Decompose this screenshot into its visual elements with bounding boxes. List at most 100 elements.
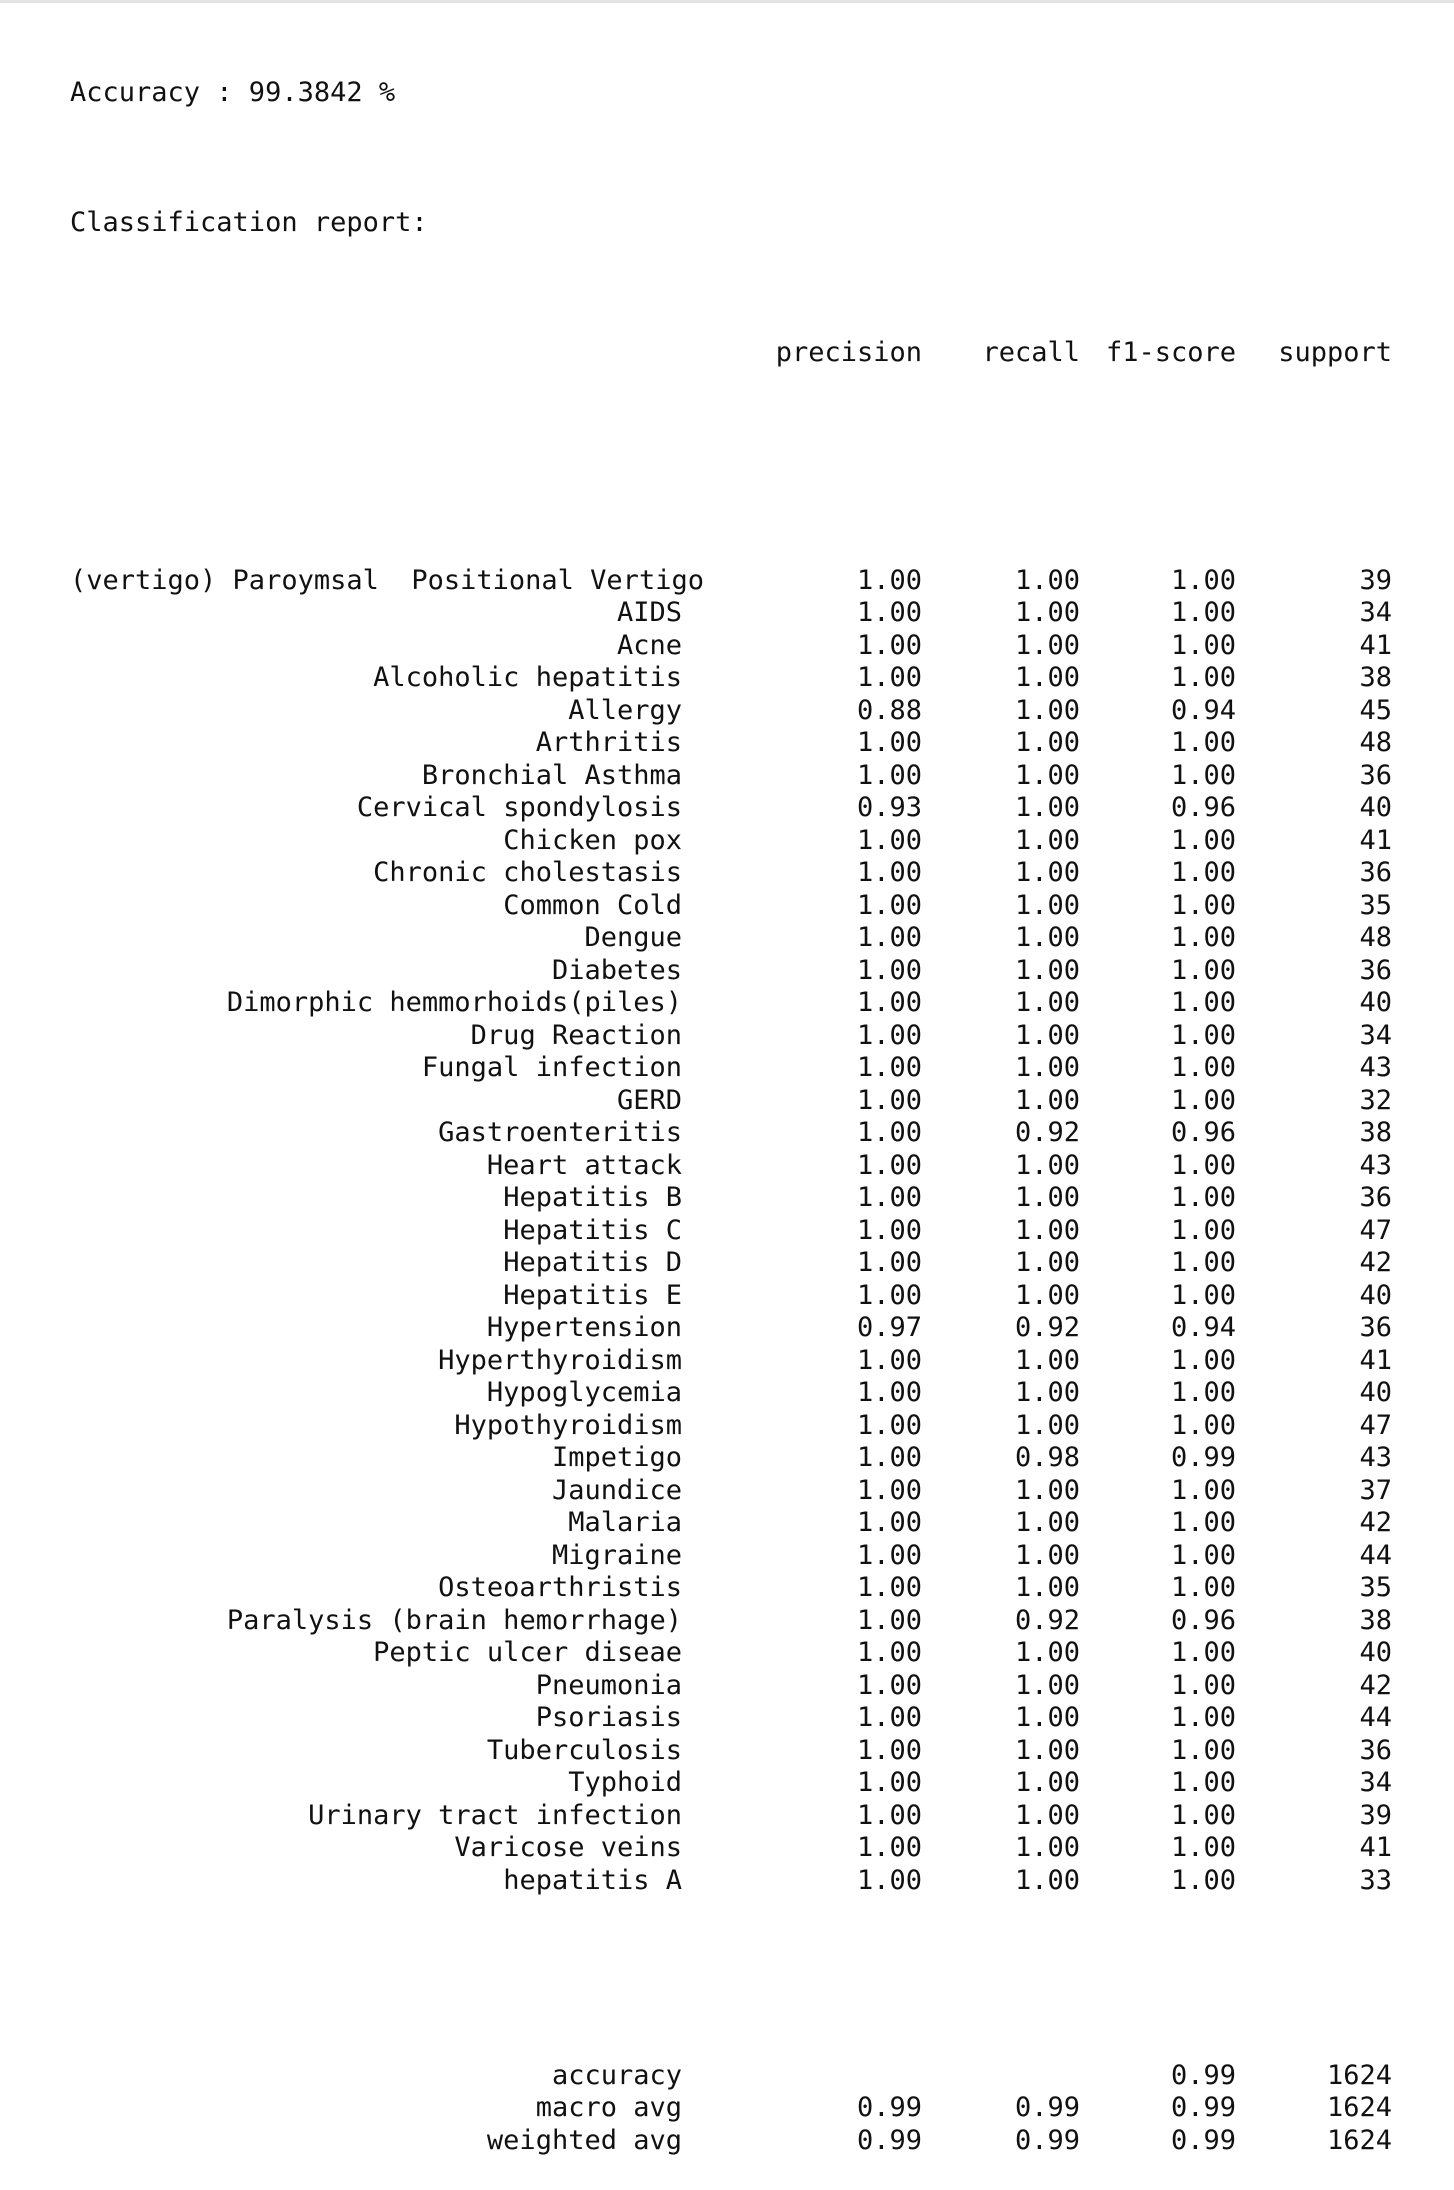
row-recall: 1.00 xyxy=(1014,564,1080,596)
row-support: 44 xyxy=(1359,1539,1392,1571)
row-label: (vertigo) Paroymsal Positional Vertigo xyxy=(70,564,704,596)
output-top-border xyxy=(0,0,1454,3)
row-f1-score: 0.99 xyxy=(1170,2059,1236,2091)
table-row: Hypertension 0.97 0.92 0.94 36 xyxy=(70,1312,1400,1345)
table-row: Allergy 0.88 1.00 0.94 45 xyxy=(70,695,1400,728)
row-label: Hepatitis E xyxy=(503,1279,682,1311)
row-recall: 1.00 xyxy=(1014,1702,1080,1733)
row-label: Impetigo xyxy=(551,1442,682,1473)
row-label: Cervical spondylosis xyxy=(356,792,682,823)
row-f1-score: 1.00 xyxy=(1170,1214,1236,1246)
row-recall: 1.00 xyxy=(1014,1182,1080,1213)
row-label: Diabetes xyxy=(551,954,682,986)
row-recall: 1.00 xyxy=(1014,759,1080,791)
table-row: Hypothyroidism 1.00 1.00 1.00 47 xyxy=(70,1410,1400,1443)
table-row: Dimorphic hemmorhoids(piles) 1.00 1.00 1.00… xyxy=(70,987,1400,1020)
row-f1-score: 1.00 xyxy=(1170,1799,1236,1831)
table-row: Bronchial Asthma 1.00 1.00 1.00 36 xyxy=(70,760,1400,793)
row-recall: 1.00 xyxy=(1014,922,1080,953)
row-label: Chicken pox xyxy=(503,824,682,856)
row-precision: 1.00 xyxy=(856,1019,922,1051)
row-f1-score: 1.00 xyxy=(1170,1832,1236,1863)
row-label: Common Cold xyxy=(503,889,682,921)
report-title-line: Classification report: xyxy=(70,207,1400,272)
row-label: Allergy xyxy=(568,694,682,726)
row-support: 36 xyxy=(1359,1734,1392,1766)
row-precision: 1.00 xyxy=(856,564,922,596)
row-precision: 1.00 xyxy=(856,759,922,791)
row-support: 42 xyxy=(1359,1507,1392,1538)
row-support: 36 xyxy=(1359,954,1392,986)
row-label: Dimorphic hemmorhoids(piles) xyxy=(226,987,682,1018)
table-row: Urinary tract infection 1.00 1.00 1.00 39 xyxy=(70,1800,1400,1833)
row-label: GERD xyxy=(616,1084,682,1116)
row-recall: 1.00 xyxy=(1014,1864,1080,1896)
row-precision: 1.00 xyxy=(856,1474,922,1506)
row-recall: 1.00 xyxy=(1014,1799,1080,1831)
row-precision: 1.00 xyxy=(856,1799,922,1831)
row-precision: 0.97 xyxy=(856,1312,922,1343)
table-row: Chicken pox 1.00 1.00 1.00 41 xyxy=(70,825,1400,858)
table-row: Migraine 1.00 1.00 1.00 44 xyxy=(70,1540,1400,1573)
row-precision: 1.00 xyxy=(856,1669,922,1701)
row-precision: 1.00 xyxy=(856,727,922,758)
row-recall: 1.00 xyxy=(1014,1832,1080,1863)
row-label: Peptic ulcer diseae xyxy=(373,1637,682,1668)
row-precision: 1.00 xyxy=(856,1864,922,1896)
row-label: macro avg xyxy=(535,2092,682,2123)
row-recall: 1.00 xyxy=(1014,1637,1080,1668)
row-recall: 0.99 xyxy=(1014,2092,1080,2123)
row-label: Hypothyroidism xyxy=(454,1409,682,1441)
row-recall: 0.92 xyxy=(1014,1117,1080,1148)
row-label: Hypoglycemia xyxy=(486,1377,682,1408)
table-row: Hepatitis D 1.00 1.00 1.00 42 xyxy=(70,1247,1400,1280)
row-f1-score: 1.00 xyxy=(1170,662,1236,693)
row-precision: 1.00 xyxy=(856,1702,922,1733)
row-f1-score: 1.00 xyxy=(1170,564,1236,596)
row-label: Migraine xyxy=(551,1539,682,1571)
row-f1-score: 1.00 xyxy=(1170,629,1236,661)
table-row: Common Cold 1.00 1.00 1.00 35 xyxy=(70,890,1400,923)
row-f1-score: 1.00 xyxy=(1170,1702,1236,1733)
row-f1-score: 0.94 xyxy=(1170,1312,1236,1343)
table-row: Gastroenteritis 1.00 0.92 0.96 38 xyxy=(70,1117,1400,1150)
table-row: Jaundice 1.00 1.00 1.00 37 xyxy=(70,1475,1400,1508)
row-f1-score: 0.96 xyxy=(1170,792,1236,823)
row-f1-score: 1.00 xyxy=(1170,1507,1236,1538)
cell-output: Accuracy : 99.3842 % Classification repo… xyxy=(70,12,1400,2190)
header-f1-score: f1-score xyxy=(1105,337,1236,368)
row-label: Typhoid xyxy=(568,1767,682,1798)
row-f1-score: 1.00 xyxy=(1170,1182,1236,1213)
row-f1-score: 1.00 xyxy=(1170,1409,1236,1441)
row-support: 43 xyxy=(1359,1052,1392,1083)
table-row: Impetigo 1.00 0.98 0.99 43 xyxy=(70,1442,1400,1475)
row-label: Pneumonia xyxy=(535,1669,682,1701)
row-label: Chronic cholestasis xyxy=(373,857,682,888)
row-f1-score: 1.00 xyxy=(1170,1669,1236,1701)
row-f1-score: 1.00 xyxy=(1170,1572,1236,1603)
row-label: Osteoarthristis xyxy=(438,1572,682,1603)
row-f1-score: 1.00 xyxy=(1170,1864,1236,1896)
row-support: 34 xyxy=(1359,1019,1392,1051)
row-label: Bronchial Asthma xyxy=(421,759,682,791)
row-precision: 1.00 xyxy=(856,922,922,953)
row-support: 43 xyxy=(1359,1149,1392,1181)
row-f1-score: 0.96 xyxy=(1170,1117,1236,1148)
table-row: Fungal infection 1.00 1.00 1.00 43 xyxy=(70,1052,1400,1085)
row-recall: 1.00 xyxy=(1014,662,1080,693)
row-recall: 1.00 xyxy=(1014,1474,1080,1506)
row-recall: 1.00 xyxy=(1014,1767,1080,1798)
row-recall: 1.00 xyxy=(1014,889,1080,921)
row-support: 47 xyxy=(1359,1214,1392,1246)
row-f1-score: 1.00 xyxy=(1170,922,1236,953)
row-support: 42 xyxy=(1359,1247,1392,1278)
row-label: Varicose veins xyxy=(454,1832,682,1863)
row-support: 39 xyxy=(1359,564,1392,596)
row-precision: 1.00 xyxy=(856,662,922,693)
row-support: 34 xyxy=(1359,1767,1392,1798)
row-support: 34 xyxy=(1359,597,1392,628)
row-label: weighted avg xyxy=(486,2124,682,2156)
row-support: 44 xyxy=(1359,1702,1392,1733)
row-f1-score: 1.00 xyxy=(1170,889,1236,921)
row-label: Tuberculosis xyxy=(486,1734,682,1766)
